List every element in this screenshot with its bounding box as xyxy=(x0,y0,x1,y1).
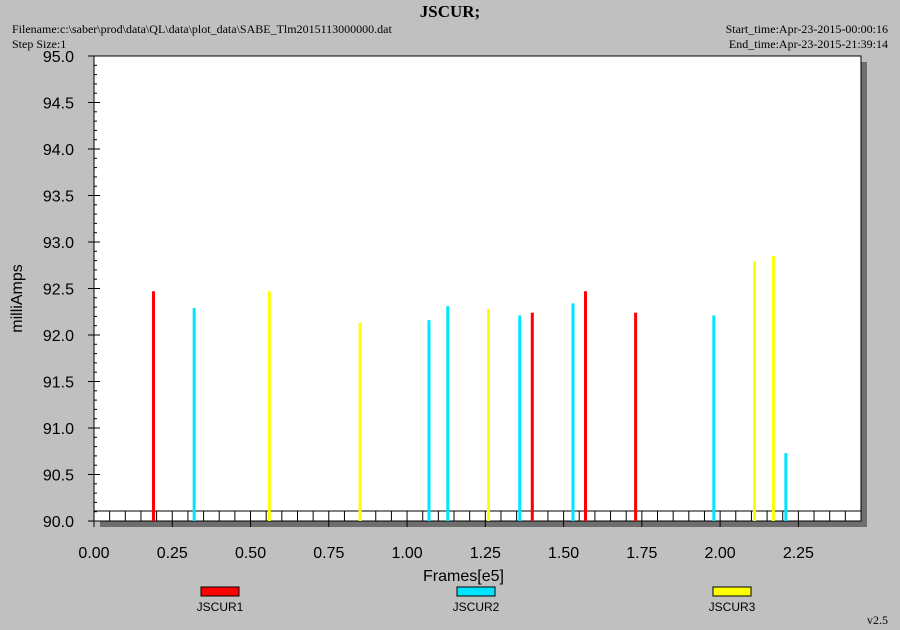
y-tick-label: 93.5 xyxy=(43,189,74,206)
x-tick-label: 1.50 xyxy=(548,545,579,562)
bar-jscur2 xyxy=(518,315,522,521)
x-tick-label: 1.25 xyxy=(470,545,501,562)
x-tick-label: 2.00 xyxy=(705,545,736,562)
bar-jscur1 xyxy=(151,291,155,521)
y-tick-label: 94.5 xyxy=(43,96,74,113)
bar-jscur3 xyxy=(771,255,775,521)
plot-area xyxy=(93,55,862,522)
bar-jscur3 xyxy=(486,308,490,521)
bar-jscur1 xyxy=(584,291,588,521)
legend-swatch-jscur2 xyxy=(456,586,496,597)
legend-label-jscur3: JSCUR3 xyxy=(709,600,756,614)
y-tick-label: 91.0 xyxy=(43,421,74,438)
bar-jscur2 xyxy=(571,303,575,521)
bar-jscur2 xyxy=(784,453,788,521)
x-tick-label: 1.00 xyxy=(391,545,422,562)
y-tick-label: 92.0 xyxy=(43,328,74,345)
version-label: v2.5 xyxy=(867,613,888,627)
x-tick-label: 0.75 xyxy=(313,545,344,562)
end-time-label: End_time:Apr-23-2015-21:39:14 xyxy=(728,37,888,51)
x-tick-label: 2.25 xyxy=(783,545,814,562)
bar-jscur2 xyxy=(192,308,196,521)
bar-jscur3 xyxy=(267,291,271,521)
y-tick-label: 90.0 xyxy=(43,514,74,531)
x-tick-label: 1.75 xyxy=(626,545,657,562)
filename-label: Filename:c:\saber\prod\data\QL\data\plot… xyxy=(12,22,392,36)
y-tick-label: 95.0 xyxy=(43,49,74,66)
x-tick-label: 0.25 xyxy=(157,545,188,562)
y-tick-label: 90.5 xyxy=(43,468,74,485)
legend-label-jscur2: JSCUR2 xyxy=(453,600,500,614)
y-axis-label: milliAmps xyxy=(9,264,26,332)
bar-jscur1 xyxy=(530,312,534,521)
chart-title: JSCUR; xyxy=(419,2,481,21)
bar-jscur3 xyxy=(753,261,757,521)
bar-jscur1 xyxy=(634,312,638,521)
bar-jscur3 xyxy=(358,322,362,521)
bar-jscur2 xyxy=(446,306,450,521)
bar-jscur2 xyxy=(712,315,716,521)
y-tick-label: 93.0 xyxy=(43,235,74,252)
start-time-label: Start_time:Apr-23-2015-00:00:16 xyxy=(725,22,888,36)
x-tick-label: 0.50 xyxy=(235,545,266,562)
y-tick-label: 92.5 xyxy=(43,282,74,299)
x-axis-label: Frames[e5] xyxy=(423,568,504,585)
y-tick-label: 94.0 xyxy=(43,142,74,159)
legend-swatch-jscur1 xyxy=(200,586,240,597)
y-tick-label: 91.5 xyxy=(43,375,74,392)
legend-label-jscur1: JSCUR1 xyxy=(197,600,244,614)
step-size-label: Step Size:1 xyxy=(12,37,67,51)
x-tick-label: 0.00 xyxy=(78,545,109,562)
legend-swatch-jscur3 xyxy=(712,586,752,597)
bar-jscur2 xyxy=(427,320,431,521)
